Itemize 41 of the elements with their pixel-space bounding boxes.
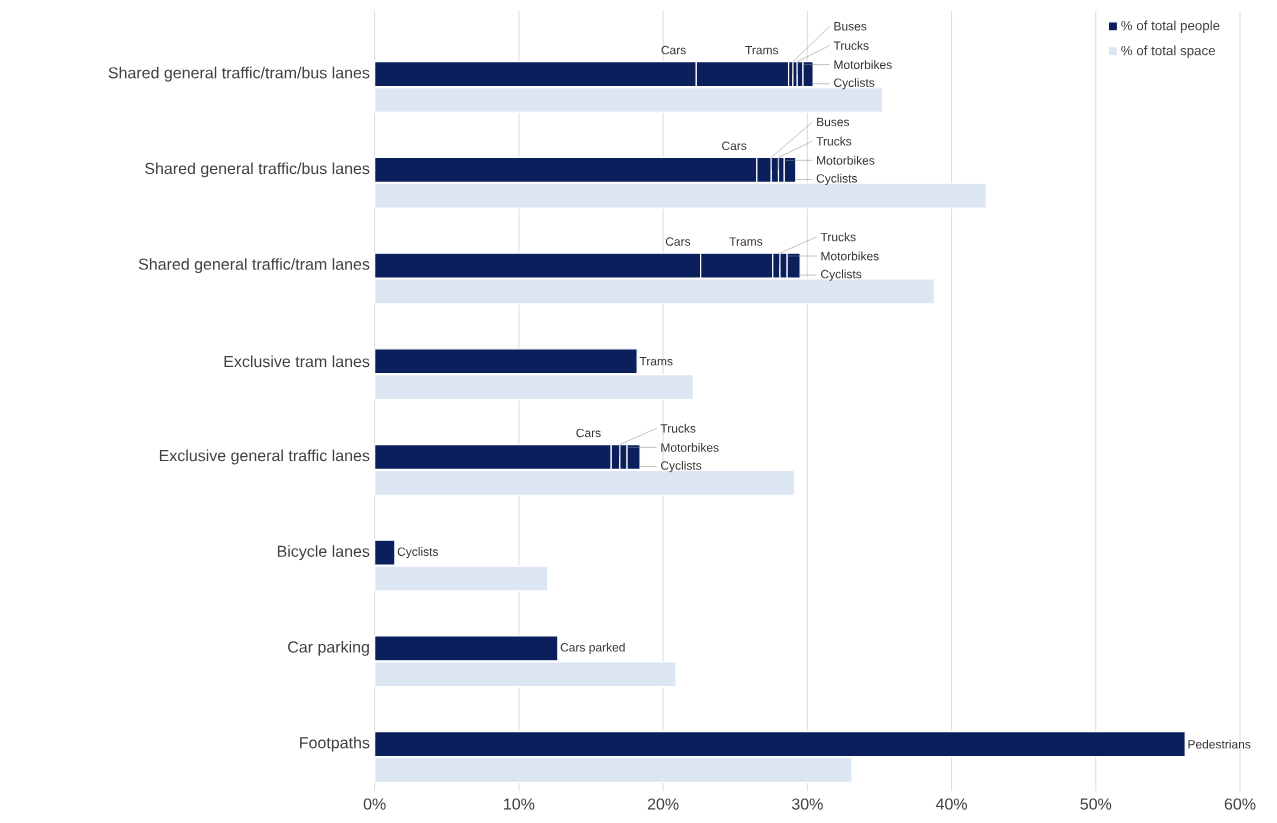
annotation: Trams — [745, 45, 779, 55]
x-tick-label: 0% — [363, 798, 386, 810]
annotation: Motorbikes — [817, 155, 875, 165]
annotation: Motorbikes — [821, 251, 879, 261]
annotation: Trucks — [833, 41, 869, 50]
annotation: Motorbikes — [834, 60, 892, 70]
annotation: Trams — [639, 357, 673, 366]
y-tick-label: Car parking — [288, 640, 369, 656]
y-tick-label: Footpaths — [300, 736, 370, 752]
y-tick-label: Shared general traffic/tram lanes — [138, 258, 370, 274]
annotation: Cars — [576, 428, 601, 438]
annotation: Cyclists — [397, 547, 439, 559]
y-tick-label: Exclusive tram lanes — [224, 355, 370, 368]
annotation: Trucks — [820, 232, 856, 242]
annotation: Cars — [661, 45, 686, 55]
annotation: Trams — [729, 237, 763, 246]
x-tick-label: 30% — [791, 798, 823, 810]
y-tick-label: Shared general traffic/tram/bus lanes — [108, 66, 370, 82]
y-tick-label: Shared general traffic/bus lanes — [145, 162, 370, 178]
annotation: Cars — [722, 141, 747, 151]
y-tick-label: Bicycle lanes — [277, 545, 370, 561]
annotation: Buses — [834, 22, 867, 31]
annotation: Cars parked — [560, 642, 625, 654]
annotation: Pedestrians — [1188, 739, 1251, 749]
x-tick-label: 60% — [1224, 798, 1256, 810]
legend-label: % of total space — [1121, 45, 1216, 58]
annotation: Trucks — [660, 423, 696, 433]
annotation: Cyclists — [834, 78, 875, 90]
y-tick-label: Exclusive general traffic lanes — [159, 449, 370, 465]
annotation: Motorbikes — [661, 443, 719, 452]
x-tick-label: 40% — [935, 798, 967, 810]
annotation: Cyclists — [661, 460, 702, 473]
annotation: Cars — [665, 237, 691, 246]
annotation: Buses — [817, 117, 850, 127]
annotation: Cyclists — [821, 269, 862, 281]
x-tick-label: 50% — [1080, 798, 1112, 810]
legend-label: % of total people — [1121, 20, 1220, 33]
annotation: Trucks — [816, 136, 852, 146]
annotation: Cyclists — [816, 173, 858, 186]
x-tick-label: 10% — [504, 798, 535, 810]
x-tick-label: 20% — [647, 798, 679, 810]
